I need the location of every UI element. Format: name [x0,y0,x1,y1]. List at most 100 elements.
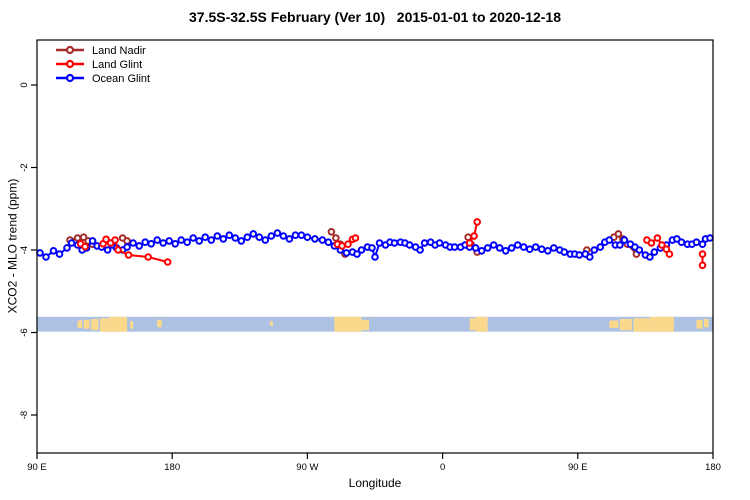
map-band-land-patch [77,320,83,328]
x-axis-tick-label: 180 [164,462,180,473]
ocean-glint-point [49,247,58,255]
land-glint-point [698,261,707,270]
ocean-glint-point [123,243,131,251]
ocean-glint-point [67,239,76,247]
ocean-glint-point [42,253,50,261]
ocean-glint-point [103,246,112,254]
x-axis-tick-label: 180 [705,462,721,473]
ocean-glint-point [483,244,492,252]
land-nadir-point [123,237,131,245]
ocean-glint-point [183,238,191,246]
ocean-glint-point [525,245,534,253]
ocean-glint-point [616,241,624,249]
ocean-glint-point [519,243,528,251]
x-axis-label: Longitude [348,476,402,490]
land-glint-point [102,235,110,244]
ocean-glint-point [153,236,161,244]
ocean-glint-point [501,247,510,255]
land-glint-point [473,218,482,226]
ocean-glint-point [590,246,599,254]
land-glint-point [111,236,119,244]
x-axis-tick-label: 90 E [568,462,588,473]
map-band-land-patch [696,319,703,329]
map-band-land-patch [475,316,488,332]
ocean-glint-point [650,248,659,256]
ocean-glint-point [357,246,366,254]
y-axis-tick-label: -6 [19,328,30,336]
ocean-glint-point [353,250,361,258]
map-band-land-patch [130,321,134,329]
land-glint-point [665,250,674,258]
map-band-land-patch [109,316,128,332]
y-axis-tick-label: -4 [19,246,30,254]
ocean-glint-point [513,241,522,249]
ocean-glint-point [213,232,222,240]
y-axis-tick-label: -8 [19,411,30,419]
ocean-glint-point [303,233,312,241]
ocean-glint-point [147,240,155,248]
map-band-land-patch [633,318,650,332]
land-nadir-point [332,234,340,242]
map-band-land-patch [649,316,674,332]
ocean-glint-point [88,237,97,245]
land-glint-point [698,250,707,258]
ocean-glint-point [171,240,179,248]
ocean-glint-point [390,239,399,247]
map-band-land-patch [703,319,709,328]
ocean-glint-point [291,231,300,239]
ocean-glint-point [249,230,258,238]
ocean-glint-point [129,239,137,247]
ocean-glint-point [267,232,276,240]
ocean-glint-point [165,237,173,245]
ocean-glint-point [255,233,264,241]
x-axis-tick-label: 0 [440,462,445,473]
ocean-glint-point [63,244,71,252]
ocean-glint-point [141,238,149,246]
land-glint-point [470,232,478,240]
y-axis-tick-label: -2 [19,163,30,171]
ocean-glint-point [495,244,504,252]
map-band-land-patch [91,319,99,331]
land-glint-point [81,242,89,251]
land-glint-point [163,258,172,266]
ocean-glint-point [55,250,64,258]
ocean-glint-point [201,233,209,241]
ocean-glint-point [273,229,282,237]
ocean-glint-point [243,233,252,241]
map-band-land-patch [100,318,110,332]
land-glint-point [124,251,133,259]
land-glint-point [114,246,122,254]
map-band-land-patch [157,319,162,328]
map-band-ocean [37,316,713,332]
map-band-land-patch [609,320,619,328]
x-axis-tick-label: 90 W [296,462,318,473]
ocean-glint-point [635,246,644,254]
ocean-glint-point [405,241,414,249]
ocean-glint-point [371,253,379,261]
ocean-glint-point [231,234,240,242]
ocean-glint-point [318,236,327,244]
ocean-glint-point [435,239,444,247]
land-glint-point [658,241,666,249]
ocean-glint-point [237,237,246,245]
map-band-land-patch [334,316,362,332]
land-nadir-point [73,234,82,242]
ocean-glint-point [544,247,552,255]
ocean-glint-point [36,249,44,257]
ocean-glint-point [586,253,594,261]
ocean-glint-point [646,253,654,261]
ocean-glint-point [596,243,605,251]
ocean-glint-point [311,235,319,243]
ocean-glint-point [677,238,686,246]
ocean-glint-point [420,239,429,247]
ocean-glint-point [507,244,516,252]
land-glint-point [144,253,152,261]
legend-land-glint-marker [65,59,75,69]
legend-land-nadir-marker [65,45,75,55]
map-band-land-patch [269,321,273,326]
land-nadir-point [327,228,336,236]
ocean-glint-point [297,231,306,239]
legend-ocean-glint-marker [65,73,75,83]
ocean-glint-point [698,240,707,248]
